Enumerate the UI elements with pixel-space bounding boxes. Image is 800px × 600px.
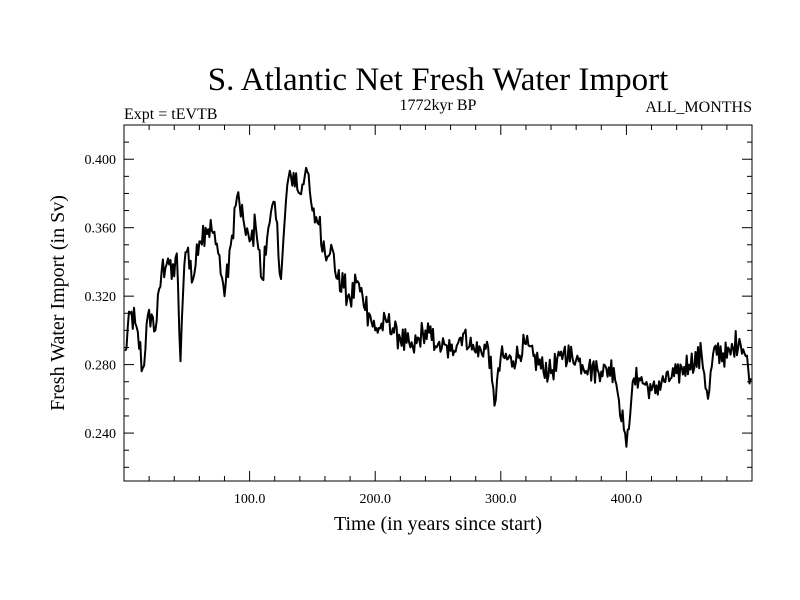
x-axis: 100.0 200.0 300.0 400.0 [148, 125, 728, 507]
y-tick-label: 0.280 [85, 359, 117, 374]
y-axis-label: Fresh Water Import (in Sv) [47, 195, 69, 411]
subtitle-experiment: Expt = tEVTB [124, 106, 217, 123]
x-axis-label: Time (in years since start) [334, 513, 542, 535]
subtitle-period: 1772kyr BP [400, 97, 477, 114]
y-tick-label: 0.240 [85, 427, 117, 442]
y-tick-label: 0.360 [85, 222, 117, 237]
x-tick-label: 300.0 [485, 492, 517, 507]
series-line-fresh-water-import [124, 166, 752, 448]
chart-title: S. Atlantic Net Fresh Water Import [208, 62, 669, 98]
subtitle-months: ALL_MONTHS [645, 99, 752, 116]
x-tick-label: 200.0 [359, 492, 391, 507]
y-tick-label: 0.320 [85, 290, 117, 305]
x-tick-label: 100.0 [234, 492, 266, 507]
x-tick-label: 400.0 [611, 492, 643, 507]
plot-frame [123, 124, 753, 482]
y-tick-label: 0.400 [85, 153, 117, 168]
y-axis: 0.240 0.280 0.320 0.360 0.400 [85, 124, 752, 468]
